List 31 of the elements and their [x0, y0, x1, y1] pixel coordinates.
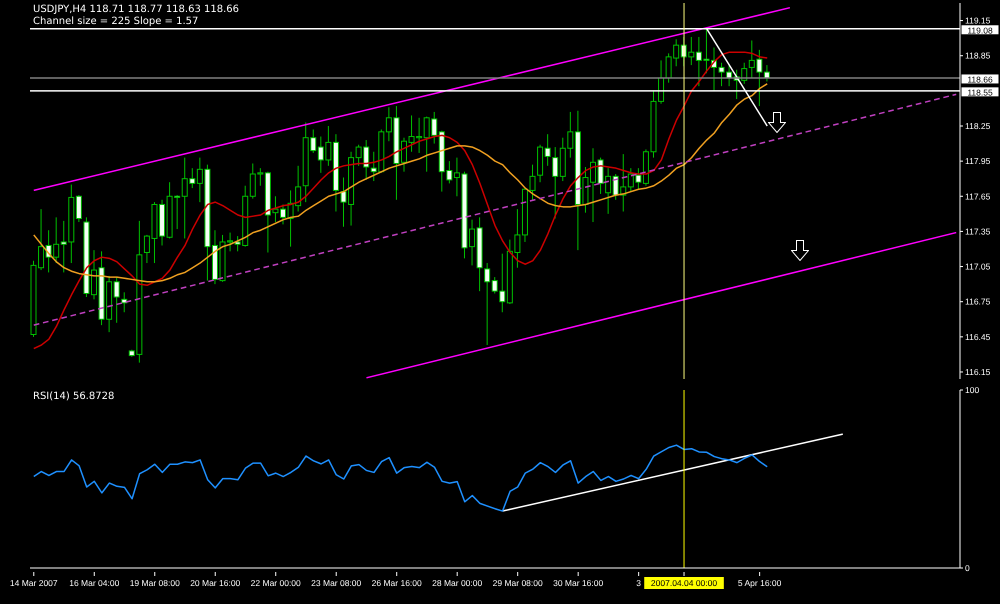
y-tick-label: 100 — [965, 385, 980, 396]
y-tick-label: 117.95 — [965, 156, 991, 166]
y-tick-label: 119.15 — [965, 16, 991, 26]
y-tick-label: 116.45 — [965, 332, 991, 342]
x-tick-label: 3 — [636, 578, 642, 588]
y-tick-label: 118.25 — [965, 121, 991, 132]
x-tick-label: 14 Mar 2007 — [10, 578, 58, 588]
x-tick-label: 28 Mar 00:00 — [432, 578, 483, 588]
y-tick-label: 118.85 — [965, 50, 991, 61]
x-tick-label: 16 Mar 04:00 — [69, 578, 120, 588]
ref-line-label: 118.66 — [967, 74, 993, 84]
ref-line-label: 118.55 — [967, 87, 993, 98]
x-tick-label: 19 Mar 08:00 — [130, 578, 180, 588]
x-tick-label: 5 Apr 16:00 — [738, 578, 782, 588]
y-tick-label: 117.05 — [965, 262, 991, 272]
x-tick-label: 23 Mar 08:00 — [311, 578, 362, 588]
x-tick-label: 20 Mar 16:00 — [190, 578, 241, 588]
ref-line-label: 119.08 — [967, 25, 993, 36]
text: Channel size = 225 Slope = 1.57 — [33, 16, 200, 28]
y-tick-label: 116.15 — [965, 366, 991, 377]
x-tick-label: 26 Mar 16:00 — [372, 578, 422, 588]
y-tick-label: 116.75 — [965, 296, 991, 307]
x-tick-label: 2007.04.04 00:00 — [650, 578, 718, 588]
y-tick-label: 0 — [965, 563, 970, 574]
chart-title: RSI(14) 56.8728 — [33, 391, 114, 403]
y-tick-label: 117.35 — [965, 226, 991, 236]
y-tick-label: 117.65 — [965, 191, 991, 202]
x-tick-label: 22 Mar 00:00 — [250, 578, 302, 588]
x-tick-label: 30 Mar 16:00 — [553, 578, 604, 588]
chart-title: USDJPY,H4 118.71 118.77 118.63 118.66 — [33, 4, 239, 16]
x-tick-label: 29 Mar 08:00 — [492, 578, 543, 588]
